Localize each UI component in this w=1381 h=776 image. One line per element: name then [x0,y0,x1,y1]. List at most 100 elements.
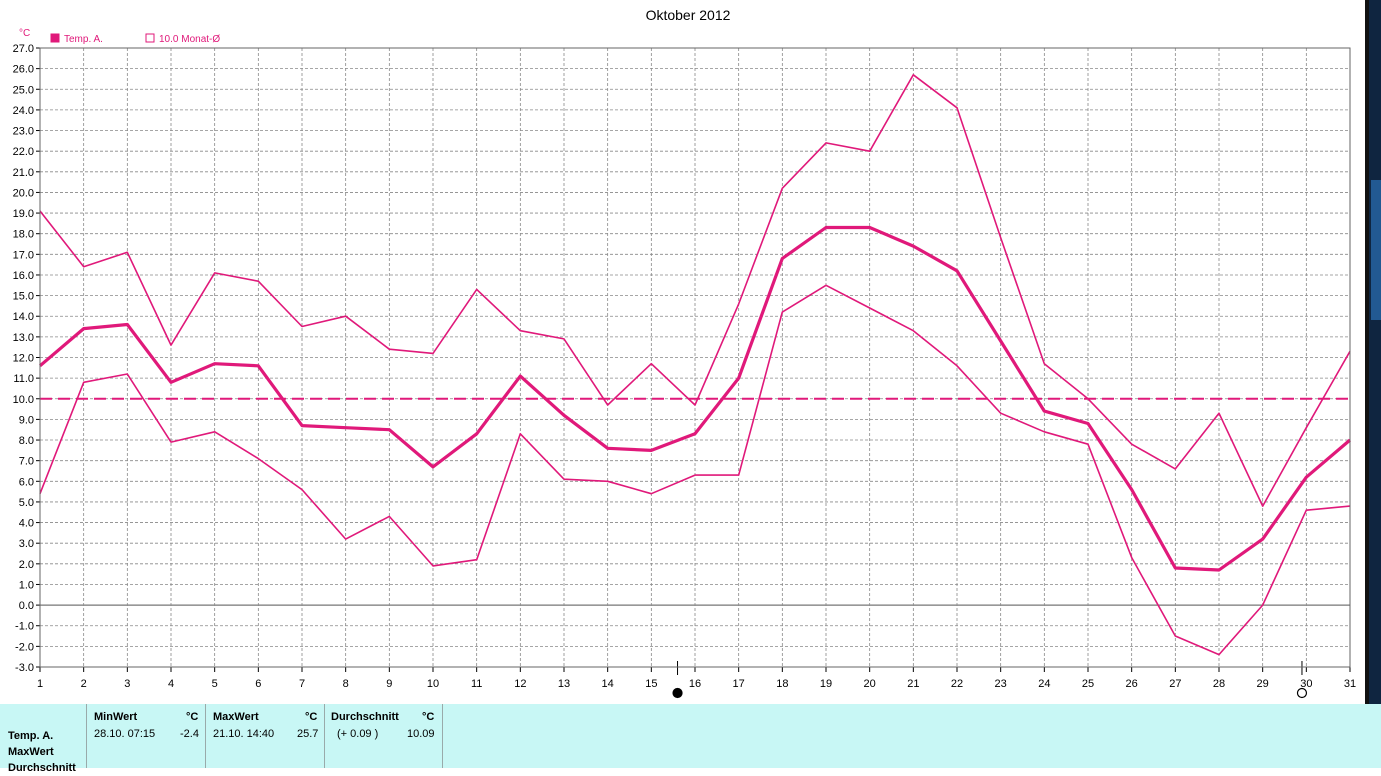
min-value: -2.4 [180,728,199,740]
y-tick-label: 14.0 [13,311,34,323]
legend-label-temp: Temp. A. [64,34,103,45]
x-tick-label: 27 [1169,678,1181,690]
x-tick-label: 24 [1038,678,1050,690]
x-tick-label: 29 [1257,678,1269,690]
row-label-temp: Temp. A. [8,730,54,742]
x-axis-ticks: 1 2 3 4 5 6 7 8 9 10 11 12 13 14 15 16 17 18 19 20 21 22 23 24 2… [37,667,1356,690]
x-tick-label: 20 [864,678,876,690]
y-tick-label: 24.0 [13,105,34,117]
x-tick-label: 15 [645,678,657,690]
window-edge-panel [1365,0,1381,768]
series-line-min [39,284,1351,656]
x-tick-label: 25 [1082,678,1094,690]
min-header: MinWert [94,711,138,723]
y-tick-label: 17.0 [13,249,34,261]
y-tick-label: 3.0 [19,538,34,550]
y-tick-label: 26.0 [13,64,34,76]
y-tick-label: 25.0 [13,84,34,96]
avg-value: 10.09 [407,728,435,740]
avg-header: Durchschnitt [331,711,399,723]
series-line-mean [38,225,1352,572]
y-tick-label: 18.0 [13,229,34,241]
max-header: MaxWert [213,711,259,723]
y-tick-label: -2.0 [15,641,34,653]
x-tick-label: 4 [168,678,174,690]
y-tick-label: 19.0 [13,208,34,220]
average-value-box: Durchschnitt °C (+ 0.09 ) 10.09 [324,704,443,768]
window-edge-strip [1365,0,1369,768]
y-unit-label: °C [19,28,30,39]
x-tick-label: 8 [343,678,349,690]
chart-title: Oktober 2012 [646,7,731,23]
x-tick-label: 16 [689,678,701,690]
x-tick-label: 22 [951,678,963,690]
legend: Temp. A. 10.0 Monat-Ø [50,33,220,45]
window-edge-highlight [1371,180,1381,320]
temperature-chart: Oktober 2012 °C Temp. A. 10.0 Monat-Ø 27… [13,7,1356,699]
x-tick-label: 5 [212,678,218,690]
x-tick-label: 13 [558,678,570,690]
y-tick-label: 23.0 [13,126,34,138]
y-tick-label: 16.0 [13,270,34,282]
y-tick-label: 5.0 [19,497,34,509]
y-tick-label: 20.0 [13,187,34,199]
x-tick-label: 23 [995,678,1007,690]
statistics-panel: Temp. A. MaxWert Durchschnitt MinWert °C… [0,704,1381,774]
moon-phase-markers [672,661,1308,699]
x-tick-label: 1 [37,678,43,690]
stat-row-labels: Temp. A. MaxWert Durchschnitt [8,728,76,776]
max-datetime: 21.10. 14:40 [213,728,275,740]
y-tick-label: 21.0 [13,167,34,179]
y-tick-label: -1.0 [15,621,34,633]
y-tick-label: 10.0 [13,394,34,406]
x-tick-label: 17 [733,678,745,690]
y-tick-label: 4.0 [19,518,34,530]
x-tick-label: 21 [907,678,919,690]
new-moon-icon [672,687,683,699]
y-tick-label: 13.0 [13,332,34,344]
x-tick-label: 19 [820,678,832,690]
x-tick-label: 30 [1300,678,1312,690]
x-tick-label: 2 [81,678,87,690]
x-tick-label: 14 [602,678,614,690]
y-tick-label: -3.0 [15,662,34,674]
x-tick-label: 6 [255,678,261,690]
y-tick-label: 11.0 [13,373,34,385]
min-value-box: MinWert °C 28.10. 07:15 -2.4 [86,704,205,768]
grid [40,48,1350,667]
y-tick-label: 27.0 [13,43,34,55]
y-tick-label: 9.0 [19,414,34,426]
y-tick-label: 8.0 [19,435,34,447]
series-lines [38,74,1352,656]
max-value-box: MaxWert °C 21.10. 14:40 25.7 [205,704,324,768]
y-tick-label: 15.0 [13,291,34,303]
x-tick-label: 28 [1213,678,1225,690]
full-moon-icon [1296,687,1308,699]
min-datetime: 28.10. 07:15 [94,728,156,740]
avg-unit: °C [422,711,435,723]
plot-frame [39,47,1351,668]
max-value: 25.7 [297,728,319,740]
x-tick-label: 26 [1126,678,1138,690]
y-tick-label: 2.0 [19,559,34,571]
row-label-max: MaxWert [8,746,54,758]
y-tick-label: 12.0 [13,353,34,365]
y-tick-label: 1.0 [19,579,34,591]
min-unit: °C [186,711,199,723]
x-tick-label: 3 [124,678,130,690]
legend-swatch-hollow [145,33,155,43]
row-label-avg: Durchschnitt [8,762,76,774]
y-tick-label: 0.0 [19,600,34,612]
x-tick-label: 11 [471,678,482,690]
series-line-max [39,74,1351,507]
avg-delta: (+ 0.09 ) [337,728,379,740]
x-tick-label: 7 [299,678,305,690]
x-tick-label: 10 [427,678,439,690]
x-tick-label: 12 [514,678,526,690]
y-tick-label: 7.0 [19,456,34,468]
x-tick-label: 18 [776,678,788,690]
y-axis-ticks: 27.0 26.0 25.0 24.0 23.0 22.0 21.0 20.0 19.0 18.0… [13,43,40,674]
x-tick-label: 31 [1344,678,1356,690]
x-tick-label: 9 [386,678,392,690]
legend-label-monthly-average: 10.0 Monat-Ø [159,34,220,45]
